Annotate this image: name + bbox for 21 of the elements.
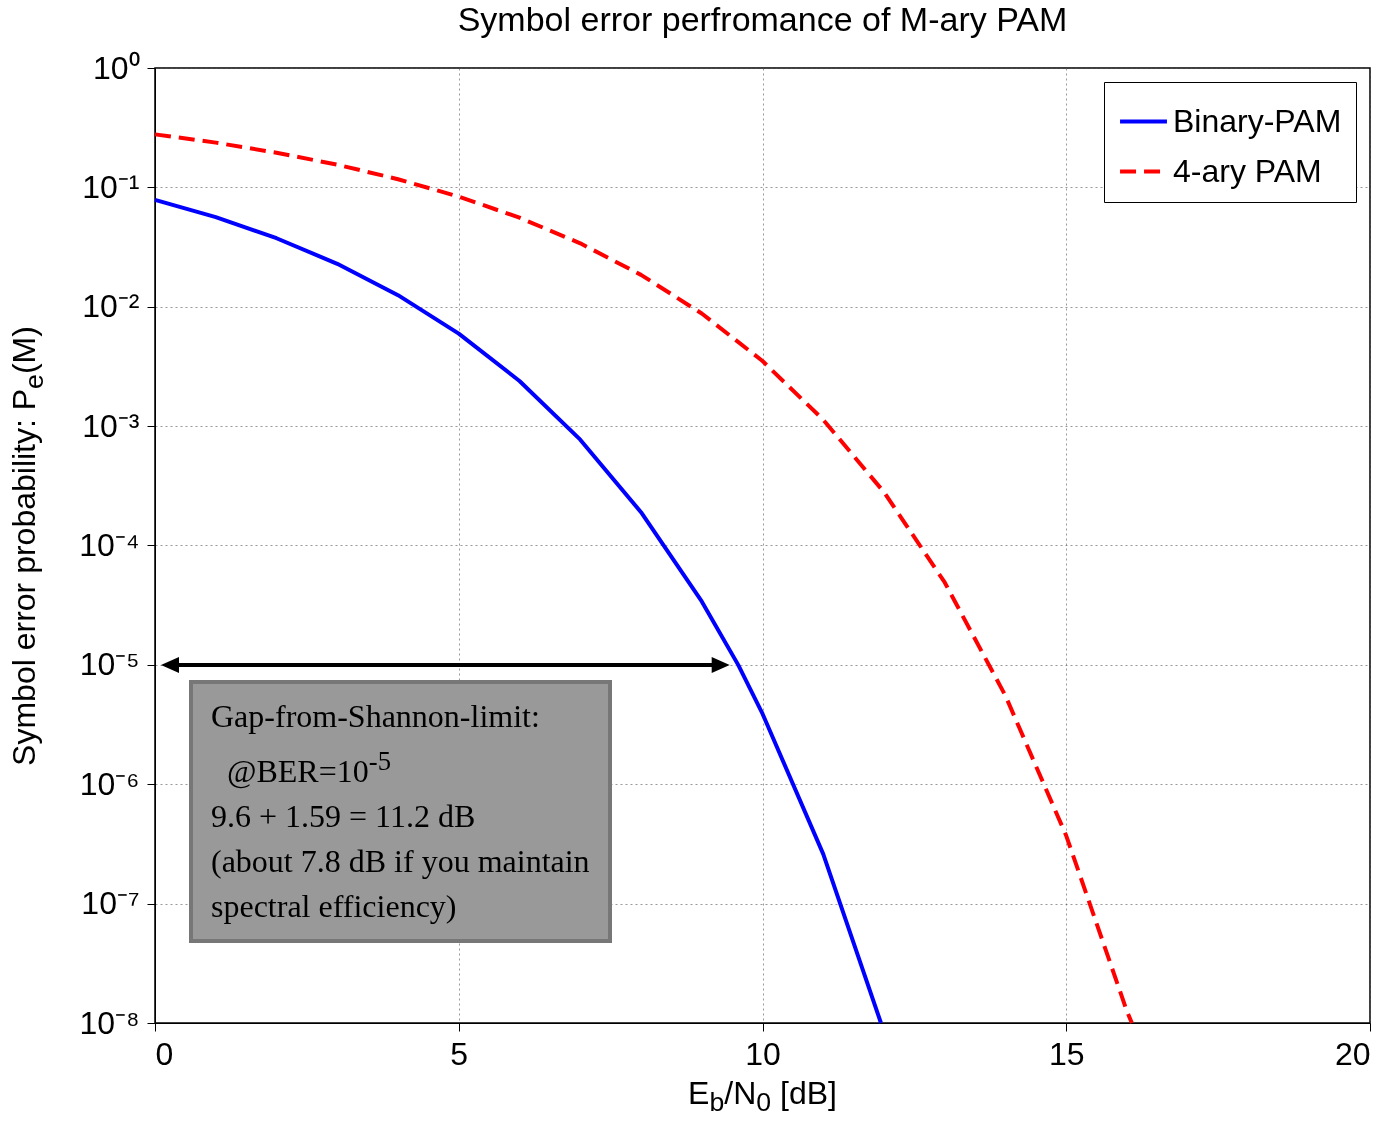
chart-title: Symbol error perfromance of M-ary PAM <box>457 0 1068 38</box>
y-tick-label: 10⁻⁸ <box>79 1004 140 1041</box>
x-tick-label: 10 <box>745 1035 781 1072</box>
line-series <box>153 197 883 1025</box>
y-tick-label: 10⁻⁷ <box>81 885 140 922</box>
y-tick-label: 10⁻⁶ <box>79 765 140 802</box>
y-tick-label: 10⁻⁴ <box>79 527 140 563</box>
x-axis-title: E$_{b}$/N$_{0}$ [dB] <box>688 1075 837 1119</box>
legend-label: 4-ary PAM <box>1173 152 1322 189</box>
x-tick-label: 15 <box>1048 1035 1085 1072</box>
y-tick-label: 10⁻⁵ <box>79 646 140 683</box>
annotation: Gap-from-Shannon-limit: @BER=10$^{-5}$ 9.6 + 1.59 = 11.2 dB (about 7.8 dB if you maintain spectral efficiency) <box>189 679 612 943</box>
x-tick-label: 20 <box>1334 1035 1371 1072</box>
y-tick-label: 10⁻² <box>82 288 140 325</box>
x-tick-label: 5 <box>450 1035 469 1072</box>
line-series <box>153 132 1134 1025</box>
x-tick-label: 0 <box>155 1035 174 1072</box>
legend-label: Binary-PAM <box>1173 102 1342 139</box>
y-tick-label: 10⁻³ <box>82 407 140 444</box>
y-tick-label: 10⁰ <box>92 49 140 86</box>
y-tick-label: 10⁻¹ <box>82 168 140 205</box>
